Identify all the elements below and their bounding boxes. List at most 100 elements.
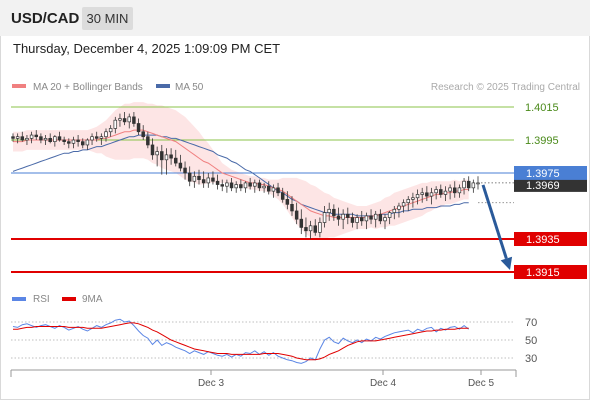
rsi-legend-swatch — [12, 297, 26, 301]
candle — [67, 138, 71, 149]
candle-body — [160, 151, 164, 161]
candle-body — [122, 118, 127, 123]
candle-body — [29, 134, 34, 139]
candle-body — [164, 154, 169, 161]
candle-body — [383, 217, 387, 222]
symbol-title: USD/CAD — [11, 10, 80, 27]
x-axis: Dec 3 Dec 4 Dec 5 — [10, 369, 517, 389]
candle-body — [174, 157, 178, 164]
level-label-notch — [514, 166, 519, 180]
candle-body — [104, 131, 108, 138]
candle — [346, 207, 350, 225]
candle-body — [350, 217, 355, 223]
candle — [285, 191, 290, 210]
candle — [443, 186, 448, 202]
candle-body — [299, 218, 304, 228]
candle-body — [406, 199, 410, 204]
candle-body — [39, 136, 43, 141]
candle — [355, 214, 359, 230]
candle — [160, 144, 164, 175]
candle — [308, 220, 313, 239]
candle-body — [397, 205, 401, 210]
candle-body — [108, 128, 113, 133]
candle — [290, 196, 294, 216]
candle-body — [229, 182, 234, 189]
candle-body — [327, 208, 331, 213]
credit-text: Research © 2025 Trading Central — [431, 82, 580, 93]
candle — [378, 209, 383, 225]
candle — [415, 189, 420, 205]
candle-body — [364, 215, 369, 222]
candle — [462, 177, 466, 195]
candle — [169, 148, 173, 165]
candle-body — [308, 225, 313, 232]
forecast-arrow-head — [500, 256, 513, 270]
price-panel: 1.4015 1.3995 1.3975 1.3935 1.3915 1.3969 — [11, 102, 587, 279]
candle-body — [81, 141, 85, 146]
candle — [15, 133, 20, 144]
candle — [271, 184, 276, 198]
candle — [406, 196, 410, 211]
candle-body — [476, 182, 480, 185]
candle-body — [34, 134, 38, 138]
candle — [183, 161, 187, 180]
candle — [322, 206, 327, 228]
ma50-legend-label: MA 50 — [175, 82, 204, 93]
candle-body — [187, 172, 192, 182]
level-label-pivot: 1.3975 — [526, 168, 560, 180]
candle — [392, 206, 397, 220]
candle-body — [53, 136, 57, 142]
candle-body — [132, 116, 136, 124]
candle — [108, 125, 113, 137]
level-label-notch — [514, 232, 519, 246]
candle — [457, 184, 462, 198]
timeframe-tab[interactable]: 30 MIN — [82, 7, 133, 30]
rsi-line — [12, 318, 470, 364]
candle-body — [262, 185, 266, 189]
candle-body — [411, 197, 415, 200]
candle — [332, 204, 336, 221]
candle — [141, 125, 145, 140]
candle-body — [225, 182, 229, 187]
x-tick-label: Dec 4 — [370, 378, 397, 389]
candle-body — [332, 208, 336, 217]
bollinger-legend-label: MA 20 + Bollinger Bands — [33, 82, 143, 93]
candle-body — [67, 141, 71, 144]
candle — [383, 214, 387, 230]
candle — [174, 149, 178, 167]
candle — [127, 113, 131, 129]
candle-body — [387, 212, 392, 218]
candle — [304, 217, 308, 238]
candle-body — [313, 225, 317, 233]
candle — [62, 136, 66, 145]
level-label-bg-pivot — [514, 166, 587, 180]
candle — [113, 116, 118, 134]
candle — [118, 113, 122, 127]
candle-body — [420, 192, 424, 195]
candle — [132, 111, 136, 127]
candle-body — [220, 184, 224, 187]
rsi-legend-label: RSI — [33, 294, 50, 305]
candle — [294, 202, 299, 225]
level-label-support: 1.3915 — [526, 267, 560, 279]
candle-body — [215, 180, 220, 185]
candle-body — [434, 189, 438, 194]
candle — [327, 202, 331, 221]
candle-body — [15, 136, 20, 139]
candle — [434, 186, 438, 200]
candle — [364, 212, 369, 230]
ma50-legend-swatch — [156, 84, 170, 88]
candle — [94, 131, 99, 142]
candle-body — [234, 184, 238, 189]
candle-body — [11, 136, 15, 139]
candle-body — [150, 144, 155, 156]
candle — [225, 179, 229, 193]
candle-body — [192, 175, 197, 182]
candle-body — [355, 217, 359, 223]
last-price-box-bg — [514, 179, 587, 192]
candle-body — [25, 138, 29, 141]
candle — [350, 212, 355, 228]
candle — [220, 179, 224, 192]
candle-body — [276, 187, 280, 194]
candle-body — [373, 213, 378, 220]
